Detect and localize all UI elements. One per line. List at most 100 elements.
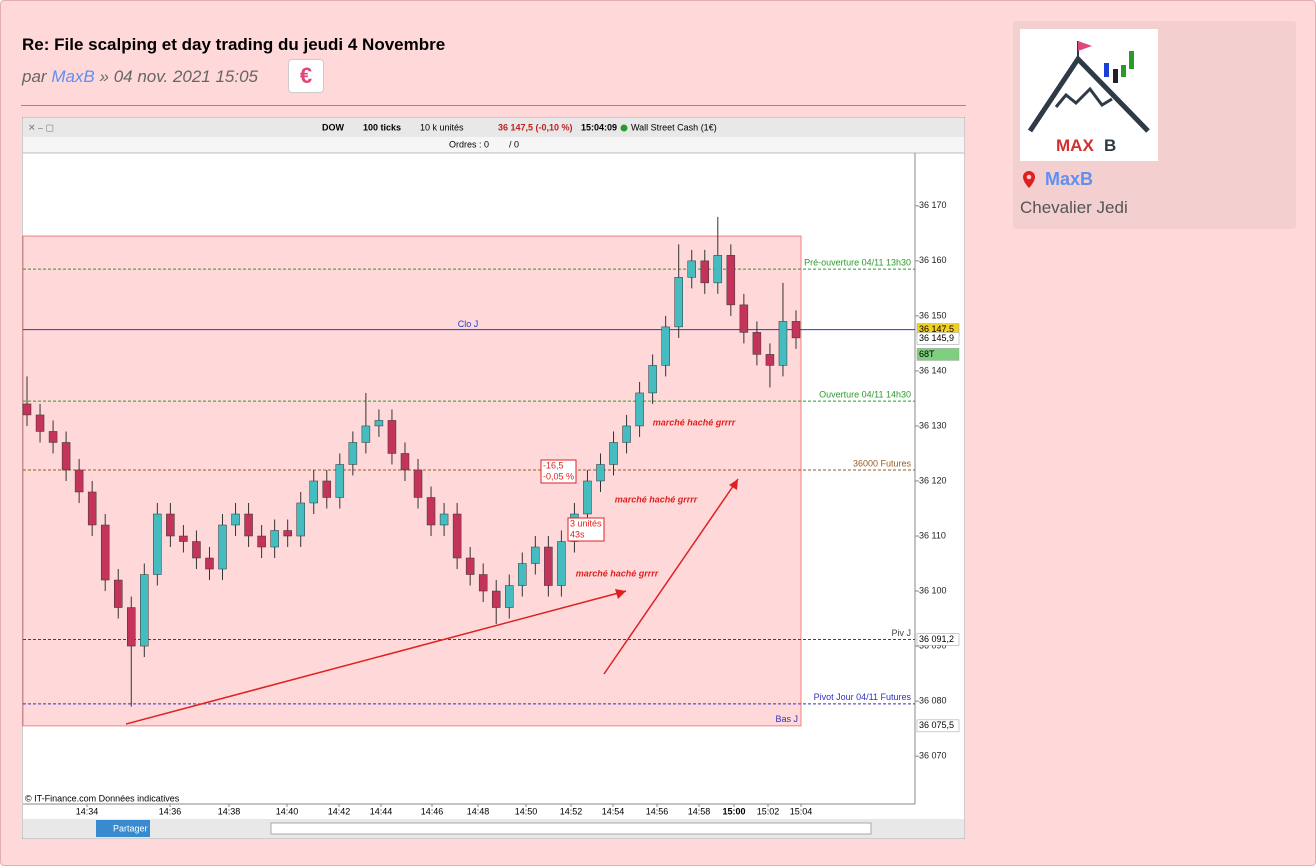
price-tag (916, 332, 960, 345)
candle-body (244, 513, 253, 537)
credit: © IT-Finance.com Données indicatives (25, 793, 180, 803)
candle-body (635, 392, 644, 427)
y-tick-label: 36 140 (919, 365, 947, 375)
arrow (603, 478, 739, 675)
orders2: / 0 (509, 139, 519, 149)
candle-body (596, 464, 605, 482)
y-tick-label: 36 150 (919, 310, 947, 320)
candle-body (518, 563, 527, 586)
scrollbar[interactable] (270, 822, 872, 835)
avatar-text: B (1104, 136, 1116, 155)
candle-body (452, 513, 462, 559)
price-tag-label: 36 075,5 (919, 720, 954, 730)
avatar[interactable]: MAX B (1020, 29, 1158, 161)
candle-body (153, 513, 162, 575)
candle-body (270, 530, 279, 548)
candle-body (335, 464, 345, 498)
candle-body (413, 469, 423, 498)
candle-body (648, 365, 657, 394)
candle-body (218, 524, 227, 570)
time: 15:04:09 (581, 122, 617, 132)
x-tick-label: 14:36 (159, 806, 182, 816)
level-label: Piv J (891, 628, 911, 638)
arrow (125, 590, 627, 725)
candle-body (622, 425, 631, 443)
level-label: Bas J (775, 714, 798, 724)
y-tick-label: 36 130 (919, 420, 947, 430)
candle-body (752, 332, 762, 355)
logo-candle (1129, 51, 1134, 69)
candle-body (674, 277, 683, 328)
candle-body (257, 535, 266, 548)
avatar-logo: MAX B (1027, 41, 1150, 155)
level-label: Pivot Jour 04/11 Futures (814, 692, 912, 702)
candle-body (791, 321, 801, 339)
candle-body (179, 535, 188, 542)
candle-body (778, 321, 788, 366)
candle-body (726, 255, 736, 306)
candle-body (48, 431, 58, 443)
candle-body (661, 326, 670, 366)
candle-body (140, 574, 149, 647)
candle-body (439, 513, 449, 526)
candle-body (426, 497, 436, 526)
candle-body (531, 546, 540, 564)
x-tick-label: 15:04 (790, 806, 813, 816)
x-tick-label: 15:00 (722, 806, 745, 816)
x-tick-label: 14:48 (467, 806, 490, 816)
y-tick-label: 36 070 (919, 750, 947, 760)
ticks[interactable]: 100 ticks (363, 122, 401, 132)
orders: Ordres : 0 (449, 139, 489, 149)
candle-body (478, 574, 488, 592)
candle-body (296, 502, 305, 537)
y-tick-label: 36 110 (919, 530, 946, 540)
candle-body (765, 354, 775, 366)
price-tag-label: 36 091,2 (919, 634, 954, 644)
orders-bar (23, 137, 964, 153)
candle-body (465, 557, 475, 575)
price-tag (916, 633, 960, 646)
zone (22, 235, 802, 727)
share-button[interactable] (96, 820, 150, 837)
profile-name[interactable]: MaxB (1045, 169, 1094, 189)
annotation: marché haché grrrr (653, 417, 736, 427)
candle-body (166, 513, 175, 537)
candle-body (713, 255, 723, 284)
symbol[interactable]: DOW (322, 122, 345, 132)
profile-rank: Chevalier Jedi (1020, 198, 1128, 217)
status-dot (620, 124, 628, 132)
currency-button[interactable]: € (288, 59, 324, 93)
toolbar (23, 118, 964, 137)
candle-body (205, 557, 214, 570)
y-tick-label: 36 100 (919, 585, 947, 595)
level-label: Pré-ouverture 04/11 13h30 (804, 257, 911, 267)
y-tick-label: 36 160 (919, 255, 947, 265)
x-tick-label: 14:56 (646, 806, 669, 816)
candle-body (583, 480, 592, 515)
by: par (22, 67, 47, 86)
y-tick-label: 36 080 (919, 695, 947, 705)
mountain (1027, 55, 1150, 133)
info-box-label: 43s (570, 529, 585, 539)
author-link[interactable]: MaxB (51, 67, 95, 86)
candle-body (74, 469, 84, 493)
candle-body (739, 304, 749, 333)
x-tick-label: 14:42 (328, 806, 351, 816)
x-tick-label: 14:58 (688, 806, 711, 816)
location-icon (1023, 171, 1035, 188)
x-tick-label: 15:02 (757, 806, 780, 816)
y-tick-label: 36 170 (919, 200, 947, 210)
candle-body (687, 260, 696, 278)
price-tag-label: 68T (919, 349, 935, 359)
candle-body (544, 546, 553, 586)
units[interactable]: 10 k unités (420, 122, 464, 132)
x-tick-label: 14:46 (421, 806, 444, 816)
info-box-label: -16,5 (543, 460, 564, 470)
candle-body (557, 541, 566, 586)
share-label[interactable]: Partager (113, 823, 148, 833)
chart: ✕ – ▢ DOW 100 ticks 10 k unités 36 147,5… (22, 117, 965, 839)
candle-body (322, 480, 332, 498)
price-tag (916, 719, 960, 733)
annotation: marché haché grrrr (615, 494, 698, 504)
